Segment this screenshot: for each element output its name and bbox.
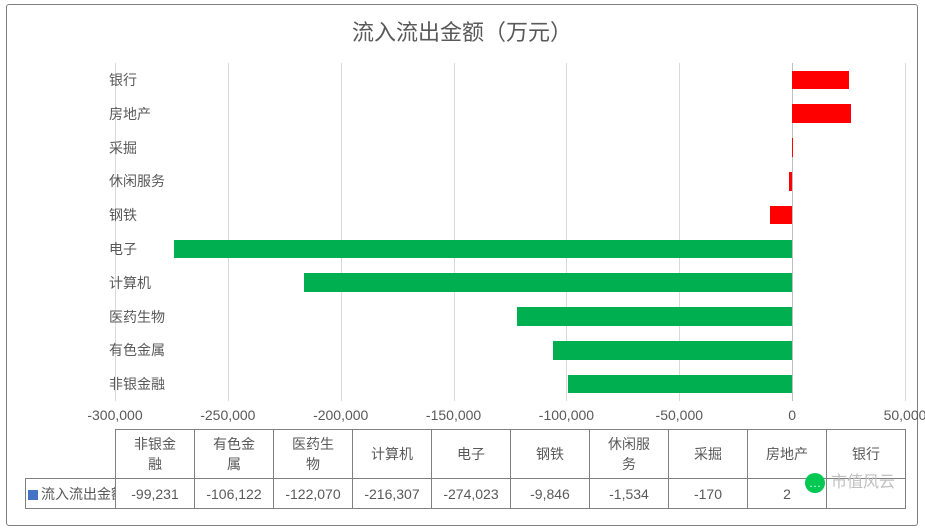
bar <box>553 341 793 360</box>
watermark: … 市值风云 <box>805 468 895 493</box>
gridline <box>905 63 906 401</box>
bar <box>792 138 793 157</box>
bar <box>517 307 793 326</box>
table-header-cell: 采掘 <box>669 430 748 479</box>
x-axis-label: -300,000 <box>87 407 142 423</box>
bar <box>770 206 792 225</box>
table-value-cell: -216,307 <box>353 479 432 509</box>
table-value-cell: -99,231 <box>116 479 195 509</box>
legend-cell: 流入流出金额 <box>26 479 116 509</box>
bar <box>789 172 792 191</box>
table-value-cell: -106,122 <box>195 479 274 509</box>
plot-area: -300,000-250,000-200,000-150,000-100,000… <box>115 63 905 401</box>
x-axis-label: -150,000 <box>426 407 481 423</box>
x-axis-label: -250,000 <box>200 407 255 423</box>
gridline <box>454 63 455 401</box>
bar <box>792 104 851 123</box>
chart-frame: 流入流出金额（万元） -300,000-250,000-200,000-150,… <box>6 4 918 526</box>
legend-swatch <box>28 490 38 500</box>
table-header-cell: 钢铁 <box>511 430 590 479</box>
x-axis-label: -100,000 <box>539 407 594 423</box>
table-value-cell: -274,023 <box>432 479 511 509</box>
legend-label: 流入流出金额 <box>41 486 116 502</box>
chart-title: 流入流出金额（万元） <box>7 15 917 47</box>
bar <box>792 71 848 90</box>
data-table-wrap: 非银金融有色金属医药生物计算机电子钢铁休闲服务采掘房地产银行流入流出金额-99,… <box>25 429 905 509</box>
table-value-cell: -1,534 <box>590 479 669 509</box>
table-header-cell: 计算机 <box>353 430 432 479</box>
gridline <box>228 63 229 401</box>
x-axis-label: 0 <box>788 407 796 423</box>
x-axis-label: -50,000 <box>656 407 703 423</box>
table-value-cell: -9,846 <box>511 479 590 509</box>
table-header-cell: 有色金属 <box>195 430 274 479</box>
table-header-blank <box>26 430 116 479</box>
watermark-text: 市值风云 <box>831 474 895 491</box>
bar <box>568 375 792 394</box>
gridline <box>341 63 342 401</box>
table-header-cell: 休闲服务 <box>590 430 669 479</box>
watermark-icon: … <box>805 473 825 493</box>
data-table: 非银金融有色金属医药生物计算机电子钢铁休闲服务采掘房地产银行流入流出金额-99,… <box>25 429 906 509</box>
x-axis-label: -200,000 <box>313 407 368 423</box>
table-value-cell: -122,070 <box>274 479 353 509</box>
x-axis-label: 50,000 <box>884 407 925 423</box>
table-header-cell: 医药生物 <box>274 430 353 479</box>
table-header-cell: 电子 <box>432 430 511 479</box>
table-header-cell: 非银金融 <box>116 430 195 479</box>
bar <box>174 240 793 259</box>
bar <box>304 273 792 292</box>
table-value-cell: -170 <box>669 479 748 509</box>
